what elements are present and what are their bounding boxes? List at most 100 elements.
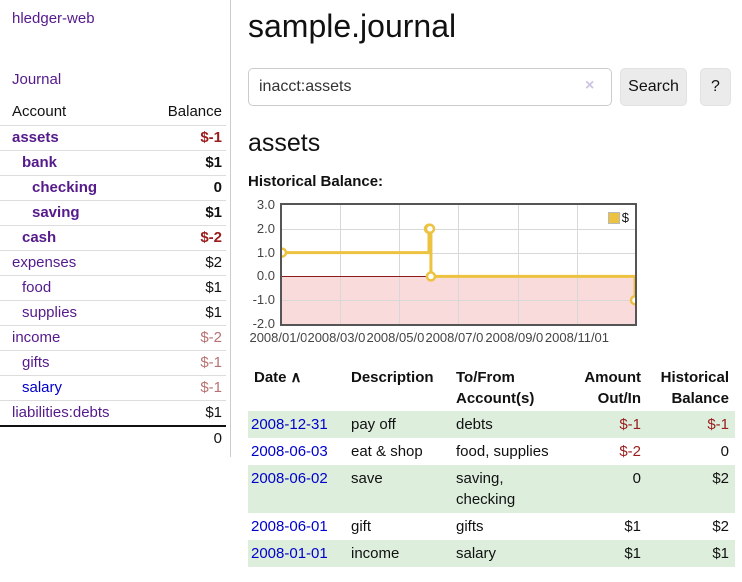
account-balance: $1 bbox=[140, 200, 226, 226]
transaction-amount: $1 bbox=[624, 518, 641, 535]
help-button[interactable]: ? bbox=[700, 68, 731, 106]
transaction-accounts: saving, checking bbox=[456, 470, 516, 508]
search-form: × Search ? bbox=[248, 68, 735, 106]
transaction-balance: $2 bbox=[712, 518, 729, 535]
accounts-header-account: Account bbox=[12, 103, 67, 120]
account-link[interactable]: checking bbox=[32, 179, 98, 196]
register-header-amount: Amount Out/In bbox=[584, 369, 641, 407]
y-axis-tick-label: -1.0 bbox=[252, 292, 275, 308]
accounts-header-balance: Balance bbox=[167, 103, 222, 120]
transaction-date-link[interactable]: 2008-06-01 bbox=[251, 518, 328, 535]
transaction-description: income bbox=[351, 545, 400, 562]
sidebar: hledger-web Journal Account Balance asse… bbox=[0, 0, 231, 457]
transaction-balance: 0 bbox=[720, 443, 729, 460]
account-balance: $1 bbox=[140, 275, 226, 301]
account-balance: $-1 bbox=[140, 350, 226, 376]
account-row: bank $1 bbox=[0, 150, 226, 176]
account-balance: $1 bbox=[140, 300, 226, 326]
account-link[interactable]: expenses bbox=[12, 254, 77, 271]
x-axis-tick-label: 2008/03/01 bbox=[306, 330, 374, 345]
main-content: sample.journal × Search ? assets Histori… bbox=[248, 0, 735, 567]
account-link[interactable]: food bbox=[22, 279, 52, 296]
account-link[interactable]: gifts bbox=[22, 354, 50, 371]
account-balance: $1 bbox=[140, 400, 226, 426]
register-row: 2008-06-02 save saving, checking 0 $2 bbox=[248, 465, 735, 513]
account-link[interactable]: cash bbox=[22, 229, 57, 246]
y-axis-tick-label: 0.0 bbox=[256, 268, 275, 284]
account-balance: $2 bbox=[140, 250, 226, 276]
account-link[interactable]: saving bbox=[32, 204, 80, 221]
account-heading: assets bbox=[248, 129, 321, 157]
accounts-table: Account Balance assets $-1 bank $1 checking 0… bbox=[0, 100, 226, 451]
chart-section-label: Historical Balance: bbox=[248, 173, 384, 190]
accounts-total-balance: 0 bbox=[140, 425, 226, 451]
account-row: saving $1 bbox=[0, 200, 226, 226]
clear-search-icon[interactable]: × bbox=[585, 77, 595, 94]
account-balance: 0 bbox=[140, 175, 226, 201]
transaction-accounts: debts bbox=[456, 416, 493, 433]
app-title-link[interactable]: hledger-web bbox=[12, 10, 95, 27]
transaction-balance: $-1 bbox=[707, 416, 729, 433]
transaction-accounts: food, supplies bbox=[456, 443, 549, 460]
register-row: 2008-06-01 gift gifts $1 $2 bbox=[248, 513, 735, 540]
y-axis-tick-label: 1.0 bbox=[256, 244, 275, 260]
account-row: food $1 bbox=[0, 275, 226, 301]
account-link[interactable]: supplies bbox=[22, 304, 78, 321]
account-row: income $-2 bbox=[0, 325, 226, 351]
transaction-balance: $2 bbox=[712, 470, 729, 487]
transaction-date-link[interactable]: 2008-12-31 bbox=[251, 416, 328, 433]
chart-canvas bbox=[282, 205, 635, 324]
search-button[interactable]: Search bbox=[620, 68, 687, 106]
x-axis-tick-label: 2008/07/01 bbox=[424, 330, 492, 345]
chart-legend: $ bbox=[605, 209, 631, 226]
transaction-amount: 0 bbox=[632, 470, 641, 487]
account-link[interactable]: salary bbox=[22, 379, 63, 396]
account-row: salary $-1 bbox=[0, 375, 226, 401]
account-balance: $-1 bbox=[140, 375, 226, 401]
transaction-description: save bbox=[351, 470, 383, 487]
legend-label: $ bbox=[621, 210, 629, 225]
register-header-account: To/From Account(s) bbox=[456, 369, 535, 407]
x-axis-tick-label: 2008/05/01 bbox=[365, 330, 433, 345]
account-balance: $-1 bbox=[140, 125, 226, 151]
legend-swatch-icon bbox=[607, 211, 620, 224]
sort-asc-icon: ∧ bbox=[290, 369, 302, 386]
register-row: 2008-12-31 pay off debts $-1 $-1 bbox=[248, 411, 735, 438]
account-link[interactable]: assets bbox=[12, 129, 59, 146]
transaction-balance: $1 bbox=[712, 545, 729, 562]
account-link[interactable]: bank bbox=[22, 154, 58, 171]
transaction-amount: $-1 bbox=[619, 416, 641, 433]
transaction-description: pay off bbox=[351, 416, 396, 433]
register-header-balance: Historical Balance bbox=[660, 369, 729, 407]
account-row: assets $-1 bbox=[0, 125, 226, 151]
account-row: gifts $-1 bbox=[0, 350, 226, 376]
y-axis-tick-label: 2.0 bbox=[256, 220, 275, 236]
y-axis-tick-label: 3.0 bbox=[256, 197, 275, 212]
sidebar-item-journal[interactable]: Journal bbox=[12, 71, 62, 88]
historical-balance-chart: $ 3.0 2.0 1.0 0.0 -1.0 -2.0 2008/01/01 2008/03/… bbox=[248, 197, 688, 345]
transaction-date-link[interactable]: 2008-06-03 bbox=[251, 443, 328, 460]
transaction-description: eat & shop bbox=[351, 443, 423, 460]
register-row: 2008-01-01 income salary $1 $1 bbox=[248, 540, 735, 567]
account-balance: $1 bbox=[140, 150, 226, 176]
x-axis-tick-label: 2008/11/01 bbox=[543, 330, 611, 345]
register-row: 2008-06-03 eat & shop food, supplies $-2 0 bbox=[248, 438, 735, 465]
account-row: cash $-2 bbox=[0, 225, 226, 251]
transaction-amount: $1 bbox=[624, 545, 641, 562]
chart-plot-area: $ bbox=[280, 203, 637, 326]
account-balance: $-2 bbox=[140, 325, 226, 351]
transaction-description: gift bbox=[351, 518, 372, 535]
account-link[interactable]: liabilities:debts bbox=[12, 404, 110, 421]
page-title: sample.journal bbox=[248, 8, 457, 44]
transaction-accounts: salary bbox=[456, 545, 497, 562]
account-balance: $-2 bbox=[140, 225, 226, 251]
register-header-date[interactable]: Date ∧ bbox=[254, 369, 302, 386]
y-axis-tick-label: -2.0 bbox=[252, 316, 275, 331]
account-link[interactable]: income bbox=[12, 329, 61, 346]
account-row: liabilities:debts $1 bbox=[0, 400, 226, 426]
account-row: checking 0 bbox=[0, 175, 226, 201]
transaction-date-link[interactable]: 2008-06-02 bbox=[251, 470, 328, 487]
transaction-date-link[interactable]: 2008-01-01 bbox=[251, 545, 328, 562]
x-axis-tick-label: 2008/01/01 bbox=[248, 330, 316, 345]
search-input[interactable] bbox=[248, 68, 612, 106]
